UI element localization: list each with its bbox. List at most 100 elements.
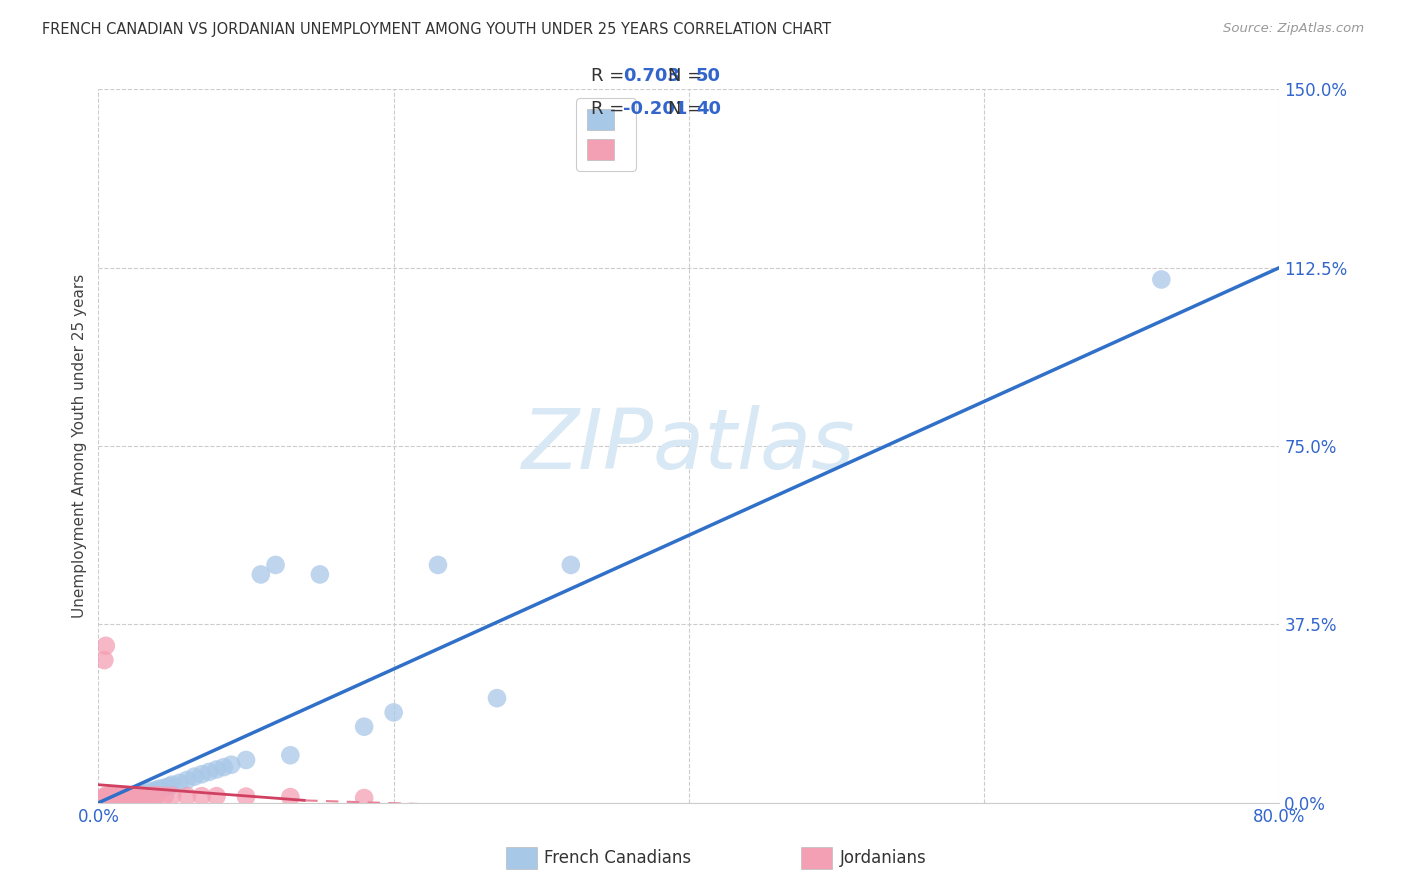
Point — [143, 789, 166, 803]
Point — [149, 781, 172, 796]
Point — [309, 567, 332, 582]
Point — [98, 789, 121, 803]
Point — [93, 653, 115, 667]
Point — [114, 789, 136, 804]
Point — [486, 691, 509, 706]
Text: 40: 40 — [696, 100, 721, 118]
Point — [139, 789, 162, 803]
Point — [111, 789, 134, 804]
Point — [278, 790, 302, 805]
Point — [121, 788, 143, 802]
Point — [139, 784, 162, 798]
Point — [205, 789, 228, 804]
Point — [104, 790, 127, 805]
Point — [278, 748, 302, 763]
Text: Jordanians: Jordanians — [839, 849, 927, 867]
Point — [103, 791, 125, 805]
Point — [112, 789, 135, 803]
Point — [157, 779, 180, 793]
Point — [235, 789, 257, 804]
Point — [162, 789, 183, 803]
Point — [105, 789, 128, 803]
Point — [96, 791, 118, 805]
Point — [115, 789, 138, 803]
Text: 0.703: 0.703 — [623, 67, 679, 85]
Text: N =: N = — [668, 67, 707, 85]
Text: N =: N = — [668, 100, 707, 118]
Text: 50: 50 — [696, 67, 721, 85]
Point — [118, 789, 141, 803]
Point — [100, 789, 122, 803]
Point — [112, 789, 135, 803]
Text: R =: R = — [591, 100, 630, 118]
Text: French Canadians: French Canadians — [544, 849, 692, 867]
Point — [191, 789, 214, 804]
Point — [103, 790, 125, 805]
Point — [107, 790, 129, 805]
Point — [111, 789, 134, 803]
Point — [128, 786, 150, 800]
Point — [120, 788, 142, 802]
Point — [128, 788, 150, 802]
Point — [353, 791, 375, 805]
Point — [98, 791, 121, 805]
Point — [146, 782, 169, 797]
Point — [143, 784, 166, 798]
Point — [169, 776, 191, 790]
Point — [183, 770, 205, 784]
Point — [103, 789, 125, 803]
Point — [382, 706, 405, 720]
Point — [219, 757, 242, 772]
Text: R =: R = — [591, 67, 630, 85]
Text: FRENCH CANADIAN VS JORDANIAN UNEMPLOYMENT AMONG YOUTH UNDER 25 YEARS CORRELATION: FRENCH CANADIAN VS JORDANIAN UNEMPLOYMEN… — [42, 22, 831, 37]
Point — [110, 790, 132, 805]
Point — [427, 558, 450, 572]
Point — [205, 763, 228, 777]
Point — [353, 720, 375, 734]
Point — [100, 790, 122, 805]
Point — [250, 567, 273, 582]
Point — [97, 790, 120, 805]
Point — [117, 789, 139, 804]
Point — [105, 789, 128, 804]
Point — [124, 787, 146, 801]
Point — [94, 789, 117, 803]
Point — [97, 791, 120, 805]
Point — [132, 786, 155, 800]
Point — [110, 790, 132, 805]
Point — [1150, 272, 1173, 286]
Point — [560, 558, 582, 572]
Legend: , : , — [576, 98, 636, 170]
Point — [117, 789, 139, 803]
Y-axis label: Unemployment Among Youth under 25 years: Unemployment Among Youth under 25 years — [72, 274, 87, 618]
Point — [198, 764, 221, 779]
Point — [127, 787, 149, 801]
Point — [135, 785, 157, 799]
Point — [124, 788, 146, 802]
Point — [100, 789, 122, 804]
Point — [96, 790, 118, 805]
Point — [132, 788, 155, 802]
Point — [103, 789, 125, 803]
Point — [91, 791, 114, 805]
Point — [93, 790, 115, 805]
Point — [108, 789, 131, 803]
Point — [107, 789, 129, 803]
Point — [94, 639, 117, 653]
Point — [97, 790, 120, 805]
Point — [120, 789, 142, 803]
Point — [176, 789, 198, 804]
Point — [98, 790, 121, 805]
Text: Source: ZipAtlas.com: Source: ZipAtlas.com — [1223, 22, 1364, 36]
Point — [115, 789, 138, 803]
Point — [108, 789, 131, 804]
Point — [176, 772, 198, 787]
Point — [153, 789, 176, 803]
Point — [94, 791, 117, 805]
Point — [105, 790, 128, 805]
Point — [153, 780, 176, 795]
Point — [104, 790, 127, 805]
Point — [114, 789, 136, 803]
Point — [235, 753, 257, 767]
Point — [162, 778, 183, 792]
